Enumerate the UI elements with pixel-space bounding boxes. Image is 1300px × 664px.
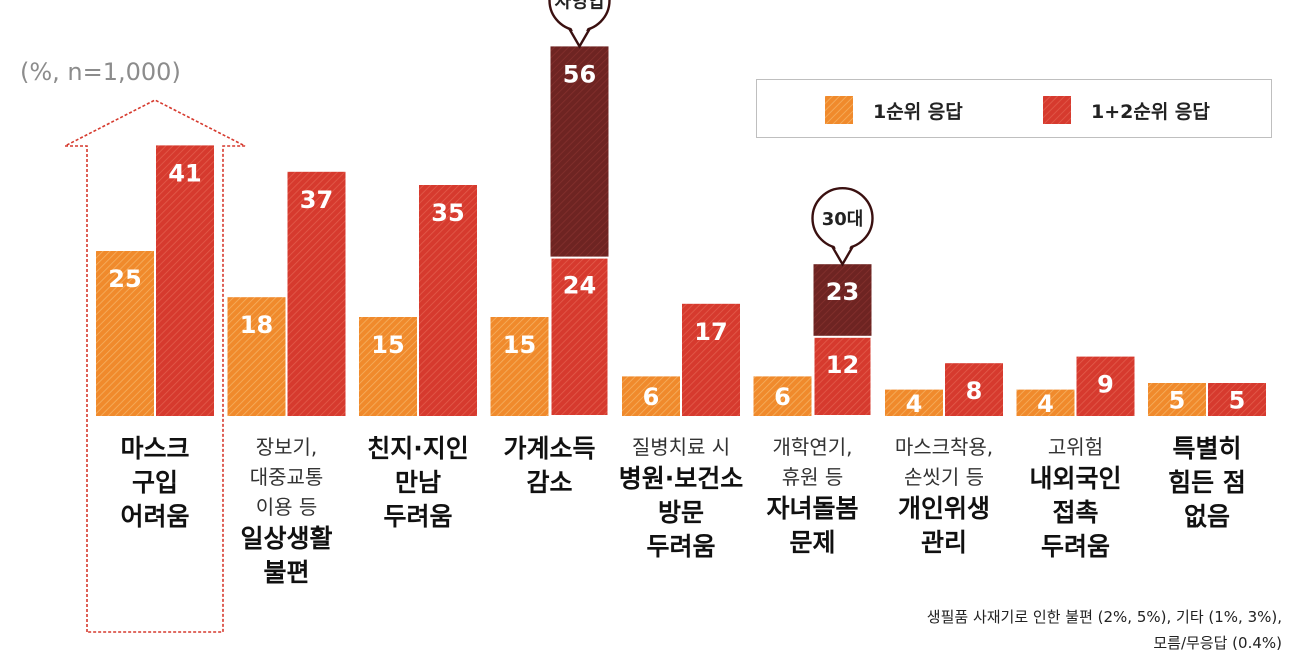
category-label-line: 개인위생 [897, 494, 990, 523]
bar-first-second-rank [812, 335, 873, 417]
footnote-line-2: 모름/무응답 (0.4%) [1153, 634, 1282, 652]
category-label-line: 마스크 [120, 434, 190, 463]
bar-first-second-rank [419, 185, 477, 416]
category-label-line: 개학연기, [772, 435, 853, 459]
category-label-line: 손씻기 등 [904, 465, 984, 489]
bar-first-second-rank [945, 363, 1003, 416]
bar-value-label: 17 [694, 318, 727, 346]
category-label-line: 두려움 [383, 502, 453, 531]
bar-first-second-rank [287, 171, 346, 416]
bar-value-label: 15 [371, 331, 404, 359]
bar-value-label: 24 [563, 272, 596, 300]
footnote-line-1: 생필품 사재기로 인한 불편 (2%, 5%), 기타 (1%, 3%), [926, 608, 1282, 626]
legend-item-both: 1+2순위 응답 [1043, 96, 1210, 124]
bar-first-second-rank [1076, 356, 1135, 416]
bar-first-rank [1016, 389, 1075, 416]
legend-swatch-both [1043, 96, 1071, 124]
category-label-line: 감소 [526, 468, 573, 497]
bar-value-label: 6 [643, 383, 660, 411]
legend-swatch-first [825, 96, 853, 124]
bar-value-label: 5 [1229, 387, 1246, 415]
bar-value-label: 6 [774, 383, 791, 411]
category-label-line: 힘든 점 [1168, 468, 1246, 497]
callout-pointer-fill [833, 244, 852, 262]
category-label-line: 내외국인 [1029, 464, 1122, 493]
bar-first-rank [885, 389, 943, 416]
category-label-line: 접촉 [1052, 498, 1099, 527]
category-label-line: 두려움 [646, 532, 716, 561]
bar-first-second-rank [549, 256, 610, 417]
category-label-line: 장보기, [255, 435, 318, 459]
bar-first-rank [622, 376, 680, 416]
highlight-arrow-frame [64, 99, 246, 633]
bar-value-label: 4 [906, 390, 923, 418]
legend-label-both: 1+2순위 응답 [1091, 100, 1210, 123]
category-label-line: 특별히 [1172, 434, 1242, 463]
unit-label: (%, n=1,000) [20, 58, 181, 86]
bar-value-label: 5 [1169, 387, 1186, 415]
highlight-value-label: 23 [826, 278, 859, 306]
category-label-line: 만남 [394, 468, 441, 497]
bar-first-rank [753, 376, 812, 416]
category-label-line: 이용 등 [255, 495, 318, 519]
category-label-line: 휴원 등 [781, 465, 844, 489]
bar-value-label: 4 [1037, 390, 1054, 418]
category-label-line: 자녀돌봄 [766, 494, 859, 523]
callout-label: 30대 [822, 209, 864, 230]
category-label-line: 구입 [131, 468, 178, 497]
category-label-line: 질병치료 시 [631, 435, 731, 459]
bar-first-second-rank [156, 145, 214, 416]
legend-item-first: 1순위 응답 [825, 96, 963, 124]
category-label-line: 친지·지인 [367, 434, 469, 463]
category-label-line: 마스크착용, [894, 435, 994, 459]
category-label-line: 없음 [1183, 502, 1230, 531]
category-label-line: 불편 [263, 558, 310, 587]
bar-first-rank [490, 317, 549, 416]
category-label-line: 어려움 [120, 502, 190, 531]
bar-value-label: 12 [826, 351, 859, 379]
category-label-line: 고위험 [1047, 435, 1104, 459]
legend: 1순위 응답 1+2순위 응답 [756, 79, 1272, 138]
bar-first-rank [1148, 383, 1206, 416]
bar-value-label: 37 [300, 186, 333, 214]
callout-label: 자영업 [555, 0, 605, 12]
bar-first-second-rank [1208, 383, 1266, 416]
category-label-line: 가계소득 [503, 434, 596, 463]
category-label-line: 대중교통 [249, 465, 324, 489]
bar-value-label: 15 [503, 331, 536, 359]
bar-value-label: 9 [1097, 371, 1114, 399]
bar-value-label: 18 [240, 311, 273, 339]
bar-first-rank [359, 317, 417, 416]
callout-pointer-fill [570, 26, 589, 44]
highlight-value-label: 56 [563, 60, 596, 88]
category-label-line: 관리 [920, 528, 967, 557]
category-label-line: 문제 [789, 528, 836, 557]
bar-value-label: 35 [431, 199, 464, 227]
category-label-line: 병원·보건소 [618, 464, 744, 493]
bar-first-rank [96, 251, 154, 416]
legend-label-first: 1순위 응답 [873, 100, 963, 123]
bar-value-label: 41 [168, 159, 201, 187]
bar-value-label: 25 [108, 265, 141, 293]
category-label-line: 방문 [657, 498, 704, 527]
footnote: 생필품 사재기로 인한 불편 (2%, 5%), 기타 (1%, 3%), 모름… [927, 604, 1282, 656]
bar-first-rank [227, 297, 286, 416]
bar-value-label: 8 [966, 377, 983, 405]
category-label-line: 두려움 [1040, 532, 1110, 561]
bar-first-second-rank [682, 303, 740, 416]
category-label-line: 일상생활 [240, 524, 333, 553]
